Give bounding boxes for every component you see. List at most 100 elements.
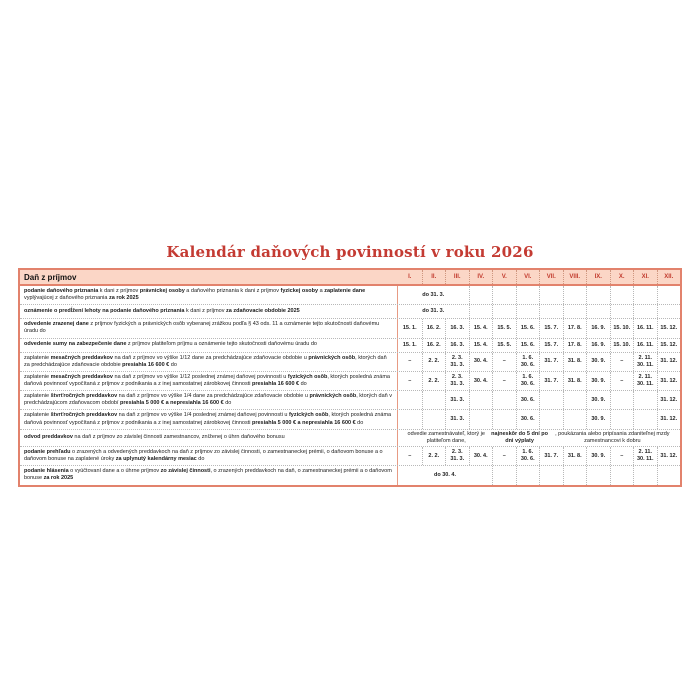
- obligation-description: podanie daňového priznania k dani z príj…: [20, 286, 398, 305]
- deadline-cell: 31. 7.: [539, 446, 563, 466]
- obligation-description: zaplatenie mesačných preddavkov na daň z…: [20, 352, 398, 371]
- obligation-row: zaplatenie mesačných preddavkov na daň z…: [20, 370, 681, 391]
- deadline-cell: –: [408, 358, 412, 365]
- deadline-cell: [492, 305, 516, 319]
- deadline-cell: [539, 305, 563, 319]
- deadline-cell: [539, 410, 563, 429]
- deadline-cell: 16. 11.: [633, 319, 657, 338]
- deadline-cell: –: [492, 446, 516, 466]
- month-header: IV.: [468, 270, 493, 284]
- deadline-cell: 2. 3. 31. 3.: [445, 371, 469, 391]
- obligation-row: zaplatenie štvrťročných preddavkov na da…: [20, 409, 681, 429]
- deadline-cell: –: [408, 377, 412, 384]
- deadline-cell: 15. 4.: [468, 338, 493, 352]
- deadline-span-cell: do 31. 3.: [422, 308, 445, 315]
- deadline-cell: [421, 410, 446, 429]
- deadline-cell: [539, 391, 563, 410]
- deadline-cell: [656, 466, 681, 485]
- deadline-cell: 2. 2.: [421, 446, 446, 466]
- deadline-cell: [421, 391, 446, 410]
- deadline-cell: 30. 9.: [586, 371, 610, 391]
- deadline-cell: [609, 286, 634, 305]
- deadline-cell: [609, 391, 634, 410]
- deadline-cell: 31. 8.: [562, 446, 587, 466]
- deadline-cell: 31. 12.: [656, 371, 681, 391]
- deadline-cell: [539, 466, 563, 485]
- deadline-cell: –: [408, 452, 412, 459]
- deadline-cell: –: [492, 352, 516, 371]
- deadline-cell: 15. 1.: [402, 341, 417, 348]
- obligation-description: odvod preddavkov na daň z príjmov zo záv…: [20, 429, 398, 446]
- deadline-cell: 16. 9.: [586, 338, 610, 352]
- obligation-description: odvedenie sumy na zabezpečenie dane z pr…: [20, 338, 398, 352]
- deadline-cell: [633, 286, 657, 305]
- month-header: I.: [408, 274, 412, 280]
- deadline-cell: 1. 6. 30. 6.: [515, 371, 540, 391]
- deadline-cell: 15. 12.: [656, 319, 681, 338]
- deadline-cell: 30. 4.: [468, 371, 493, 391]
- obligation-row: odvedenie sumy na zabezpečenie dane z pr…: [20, 337, 680, 352]
- obligation-description: odvedenie zrazenej dane z príjmov fyzick…: [20, 319, 398, 338]
- obligation-row: odvedenie zrazenej dane z príjmov fyzick…: [20, 318, 681, 338]
- deadline-cell: [398, 410, 422, 428]
- deadline-cell: [586, 286, 610, 305]
- month-header: VIII.: [562, 270, 587, 284]
- obligation-description: zaplatenie štvrťročných preddavkov na da…: [20, 391, 398, 410]
- deadline-cell: 31. 12.: [656, 352, 681, 371]
- section-header: Daň z príjmov: [24, 273, 77, 282]
- deadline-cell: 17. 8.: [562, 319, 587, 338]
- obligation-description: zaplatenie mesačných preddavkov na daň z…: [20, 371, 398, 391]
- month-header: VI.: [515, 270, 540, 284]
- page-title: Kalendár daňových povinností v roku 2026: [166, 243, 534, 261]
- deadline-cell: 30. 4.: [468, 352, 493, 371]
- deadline-cell: 2. 2.: [421, 352, 446, 371]
- deadline-cell: [515, 286, 540, 305]
- obligation-description: oznámenie o predĺžení lehoty na podanie …: [20, 305, 398, 319]
- table-body: podanie daňového priznania k dani z príj…: [20, 286, 680, 485]
- deadline-cell: 15. 10.: [609, 338, 634, 352]
- deadline-cell: 30. 6.: [515, 410, 540, 429]
- deadline-cell: [492, 466, 516, 485]
- deadline-cell: 16. 11.: [633, 338, 657, 352]
- deadline-cell: [633, 466, 657, 485]
- deadline-cell: [609, 410, 634, 429]
- deadline-cell: 31. 12.: [656, 446, 681, 466]
- deadline-cell: 31. 3.: [445, 391, 469, 410]
- month-header: III.: [445, 270, 469, 284]
- deadline-cell: [492, 286, 516, 305]
- deadline-cell: 2. 3. 31. 3.: [445, 446, 469, 466]
- obligation-description: podanie prehľadu o zrazených a odvedenýc…: [20, 446, 398, 466]
- deadline-cell: [468, 391, 493, 410]
- month-header: II.: [421, 270, 446, 284]
- deadline-cell: 30. 9.: [586, 446, 610, 466]
- deadline-cell: 2. 11. 30. 11.: [633, 446, 657, 466]
- deadline-cell: 16. 3.: [445, 319, 469, 338]
- deadline-span-cell: odvedie zamestnávateľ, ktorý je platiteľ…: [407, 430, 670, 444]
- deadline-cell: 30. 9.: [586, 410, 610, 429]
- deadline-cell: [492, 410, 516, 429]
- deadline-cell: 31. 8.: [562, 371, 587, 391]
- month-header: XI.: [633, 270, 657, 284]
- deadline-cell: 30. 4.: [468, 446, 493, 466]
- obligation-description: zaplatenie štvrťročných preddavkov na da…: [20, 410, 398, 429]
- deadline-cell: –: [492, 371, 516, 391]
- deadline-cell: 31. 7.: [539, 371, 563, 391]
- month-header: X.: [609, 270, 634, 284]
- deadline-cell: [492, 391, 516, 410]
- deadline-cell: 30. 9.: [586, 391, 610, 410]
- deadline-cell: 16. 2.: [421, 338, 446, 352]
- obligation-row: oznámenie o predĺžení lehoty na podanie …: [20, 304, 680, 319]
- obligation-row: podanie prehľadu o zrazených a odvedenýc…: [20, 445, 681, 466]
- deadline-cell: 16. 9.: [586, 319, 610, 338]
- deadline-cell: 31. 12.: [656, 410, 681, 429]
- month-header: VII.: [539, 270, 563, 284]
- deadline-cell: [562, 286, 587, 305]
- deadline-cell: 31. 7.: [539, 352, 563, 371]
- deadline-cell: [539, 286, 563, 305]
- tax-obligations-table: Daň z príjmov I. II. III. IV. V. VI. VII. VIII.…: [18, 268, 682, 487]
- deadline-cell: 17. 8.: [562, 338, 587, 352]
- deadline-cell: [562, 466, 587, 485]
- deadline-cell: 15. 1.: [402, 324, 417, 331]
- table-header-row: Daň z príjmov I. II. III. IV. V. VI. VII. VIII.…: [20, 270, 680, 286]
- deadline-cell: 1. 6. 30. 6.: [515, 446, 540, 466]
